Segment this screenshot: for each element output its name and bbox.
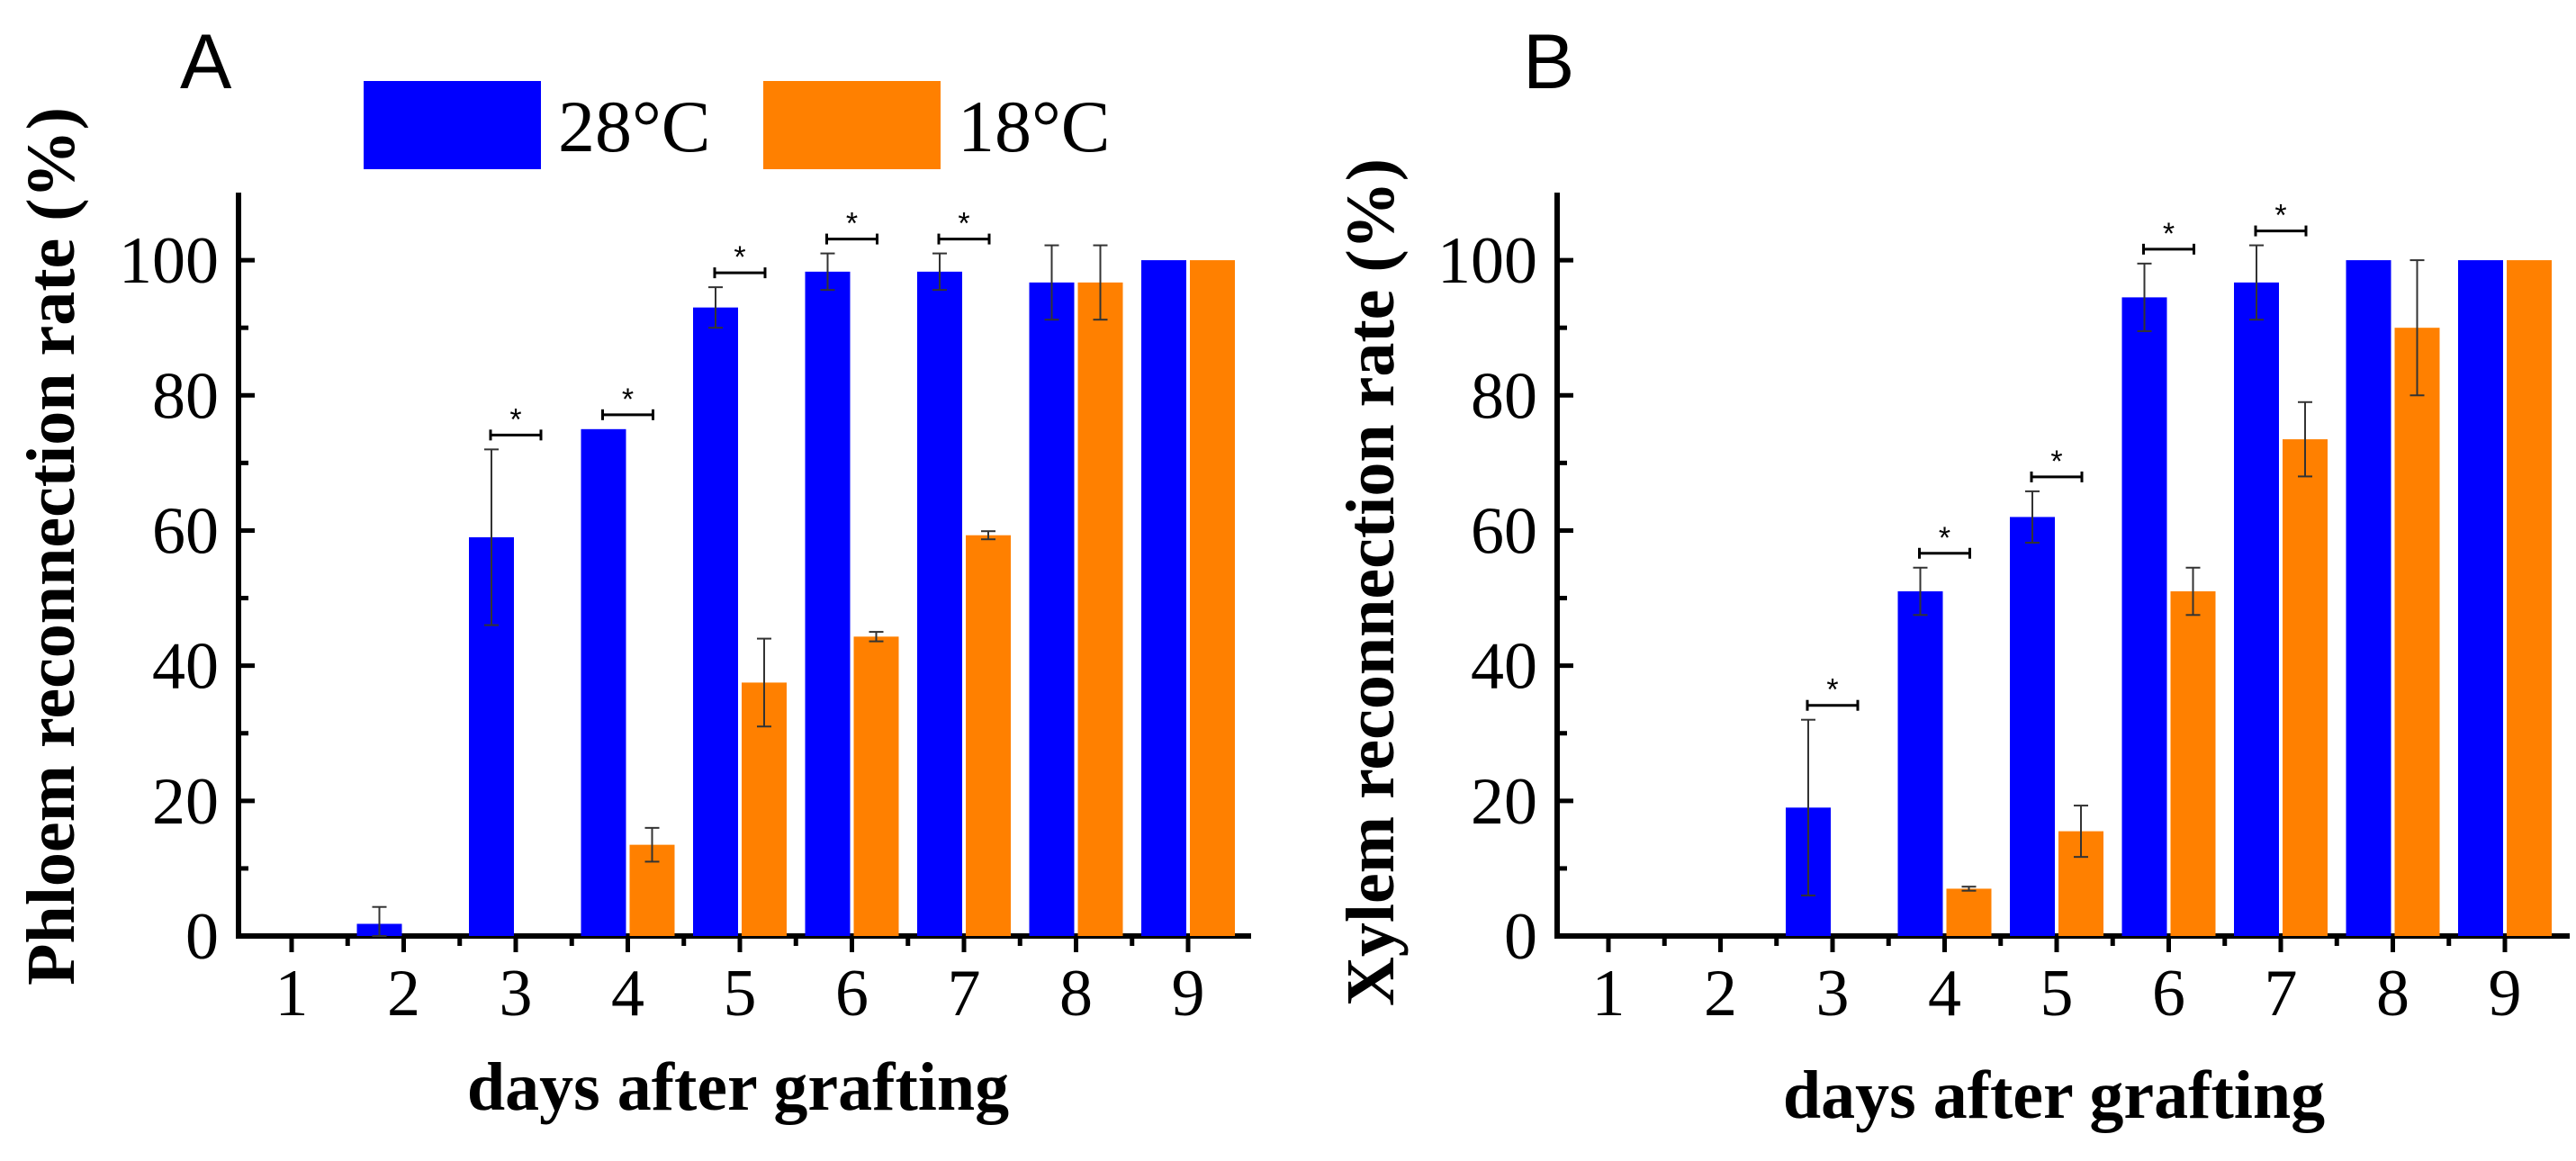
significance-star: * <box>734 240 745 274</box>
bar-28c <box>2121 297 2167 937</box>
bar-28c <box>1141 260 1186 936</box>
legend-swatch-28c <box>364 81 541 169</box>
y-tick-label: 80 <box>152 359 219 433</box>
legend: 28°C 18°C <box>364 81 1111 169</box>
panel-label-b: B <box>1523 19 1574 105</box>
y-tick-label: 40 <box>1471 630 1537 704</box>
x-tick-label: 4 <box>611 957 644 1030</box>
y-tick-label: 0 <box>185 900 219 974</box>
legend-label-28c: 28°C <box>558 86 711 167</box>
bar-28c <box>1897 591 1943 936</box>
x-tick-label: 7 <box>948 957 981 1030</box>
bar-28c <box>581 428 626 936</box>
y-tick-label: 80 <box>1471 359 1537 433</box>
x-tick-label: 9 <box>1172 957 1205 1030</box>
x-tick-label: 3 <box>500 957 533 1030</box>
x-tick-label: 5 <box>2040 957 2074 1030</box>
significance-star: * <box>509 402 521 436</box>
bar-18c <box>1946 888 1992 936</box>
x-axis-label-a: days after grafting <box>467 1049 1009 1125</box>
x-tick-label: 7 <box>2265 957 2298 1030</box>
x-tick-label: 9 <box>2489 957 2522 1030</box>
y-tick-label: 60 <box>152 494 219 568</box>
y-tick-label: 60 <box>1471 494 1537 568</box>
bar-18c <box>2283 439 2328 937</box>
bar-28c <box>693 307 738 936</box>
legend-label-18c: 18°C <box>958 86 1111 167</box>
x-tick-label: 2 <box>387 957 420 1030</box>
x-tick-label: 8 <box>2376 957 2409 1030</box>
significance-star: * <box>1826 673 1838 707</box>
panel-a: A Phloem reconnection rate (%) days afte… <box>14 19 1251 1125</box>
bar-28c <box>917 271 962 937</box>
bar-28c <box>2346 260 2391 936</box>
plot-area-b: 0 20 40 60 80 100 1 2 3 4 5 6 7 8 9 * * * * * <box>1437 193 2570 1030</box>
y-tick-label: 20 <box>152 765 219 839</box>
y-axis-label-b: Xylem reconnection rate (%) <box>1333 158 1409 1006</box>
bar-28c <box>805 271 851 937</box>
plot-area-a: 0 20 40 60 80 100 1 2 3 4 5 6 7 8 9 * * * * * <box>119 193 1251 1030</box>
panel-b: B Xylem reconnection rate (%) days after… <box>1333 19 2570 1133</box>
bar-18c <box>2507 260 2552 936</box>
x-tick-label: 2 <box>1704 957 1737 1030</box>
significance-star: * <box>2274 199 2286 233</box>
significance-star: * <box>2163 217 2175 251</box>
x-tick-label: 1 <box>275 957 309 1030</box>
bar-18c <box>1190 260 1235 936</box>
bar-28c <box>1029 282 1075 936</box>
significance-star: * <box>1939 521 1950 555</box>
y-tick-label: 100 <box>119 224 219 298</box>
y-tick-label: 0 <box>1504 900 1537 974</box>
y-tick-label: 40 <box>152 630 219 704</box>
bar-18c <box>853 636 899 936</box>
significance-star: * <box>622 382 634 417</box>
y-axis-label-a: Phloem reconnection rate (%) <box>14 107 89 986</box>
panel-label-a: A <box>180 19 232 105</box>
significance-star: * <box>2050 445 2062 479</box>
significance-star: * <box>846 207 858 241</box>
bar-28c <box>2458 260 2503 936</box>
x-tick-label: 5 <box>724 957 757 1030</box>
bar-28c <box>2010 517 2055 936</box>
significance-star: * <box>958 207 969 241</box>
x-tick-label: 1 <box>1592 957 1626 1030</box>
bar-18c <box>1077 282 1123 936</box>
bar-18c <box>2394 328 2440 936</box>
y-tick-label: 20 <box>1471 765 1537 839</box>
bar-18c <box>2170 591 2216 936</box>
x-tick-label: 6 <box>2152 957 2185 1030</box>
legend-swatch-18c <box>763 81 941 169</box>
x-tick-label: 6 <box>835 957 869 1030</box>
x-tick-label: 3 <box>1816 957 1850 1030</box>
x-axis-label-b: days after grafting <box>1783 1058 2325 1133</box>
x-tick-label: 8 <box>1059 957 1093 1030</box>
bar-28c <box>2234 282 2279 936</box>
bar-18c <box>966 535 1011 936</box>
x-tick-label: 4 <box>1928 957 1961 1030</box>
y-tick-label: 100 <box>1437 224 1537 298</box>
